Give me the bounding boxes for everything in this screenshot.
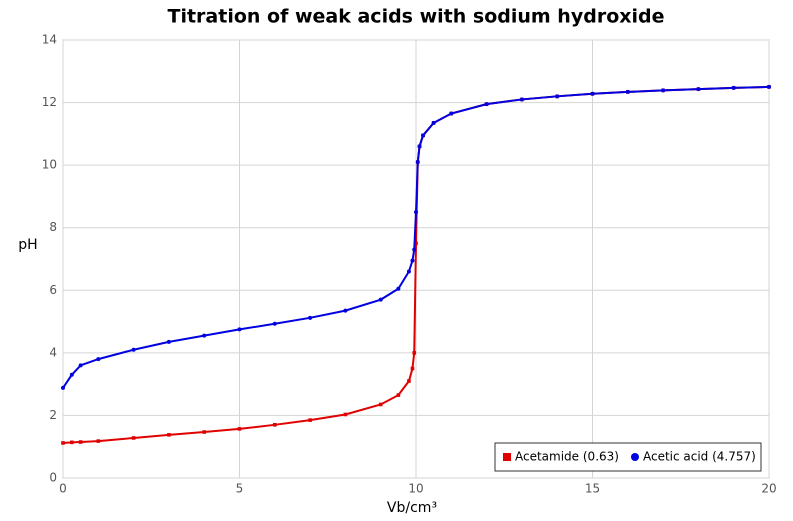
y-tick-label: 2	[49, 408, 57, 422]
x-axis-label: Vb/cm³	[387, 500, 437, 516]
y-tick-label: 14	[42, 33, 57, 47]
chart-title: Titration of weak acids with sodium hydr…	[168, 6, 665, 28]
point	[131, 436, 136, 440]
point	[396, 393, 401, 397]
point	[414, 210, 418, 215]
point	[202, 333, 207, 338]
point	[519, 97, 524, 102]
y-tick-label: 10	[42, 158, 57, 172]
point	[237, 327, 242, 332]
point	[61, 385, 65, 390]
point	[555, 94, 560, 99]
point	[378, 402, 383, 407]
point	[70, 440, 74, 445]
x-tick-label: 0	[59, 482, 67, 496]
point	[417, 144, 422, 149]
point	[378, 297, 383, 302]
point	[410, 258, 415, 263]
point	[415, 160, 420, 165]
point	[731, 85, 736, 90]
legend: Acetamide (0.63) Acetic acid (4.757)	[494, 442, 762, 472]
point	[412, 247, 417, 252]
point	[407, 379, 411, 383]
point	[625, 89, 630, 94]
point	[272, 321, 277, 326]
point	[96, 357, 101, 362]
legend-label: Acetic acid (4.757)	[643, 450, 756, 464]
x-tick-label: 15	[585, 482, 600, 496]
point	[767, 84, 771, 89]
point	[410, 366, 415, 371]
point	[484, 102, 489, 107]
point	[661, 88, 666, 93]
point	[696, 87, 701, 92]
y-tick-label: 8	[49, 220, 57, 234]
x-tick-label: 20	[761, 482, 776, 496]
point	[78, 440, 83, 444]
x-tick-label: 10	[408, 482, 423, 496]
legend-box	[494, 442, 762, 472]
point	[590, 91, 595, 96]
point	[414, 241, 418, 246]
legend-marker	[630, 453, 639, 461]
y-axis-label: pH	[18, 237, 37, 253]
y-tick-label: 4	[49, 345, 57, 359]
point	[273, 423, 277, 427]
point	[167, 433, 171, 437]
point	[308, 418, 312, 422]
point	[166, 339, 171, 344]
y-tick-label: 6	[49, 283, 57, 297]
point	[421, 133, 426, 138]
point	[78, 363, 83, 368]
point	[412, 351, 417, 355]
point	[69, 372, 74, 377]
point	[237, 427, 242, 431]
y-tick-label: 0	[49, 471, 57, 485]
legend-label: Acetamide (0.63)	[515, 450, 619, 464]
point	[343, 412, 348, 417]
point	[343, 308, 348, 313]
point	[96, 439, 101, 443]
x-tick-label: 5	[236, 482, 244, 496]
point	[396, 286, 401, 291]
point	[449, 111, 454, 116]
point	[202, 430, 206, 434]
legend-marker	[503, 453, 511, 461]
point	[406, 269, 411, 274]
y-tick-label: 12	[42, 95, 57, 109]
point	[131, 347, 136, 352]
point	[431, 120, 436, 125]
point	[308, 315, 313, 320]
point	[61, 441, 65, 445]
